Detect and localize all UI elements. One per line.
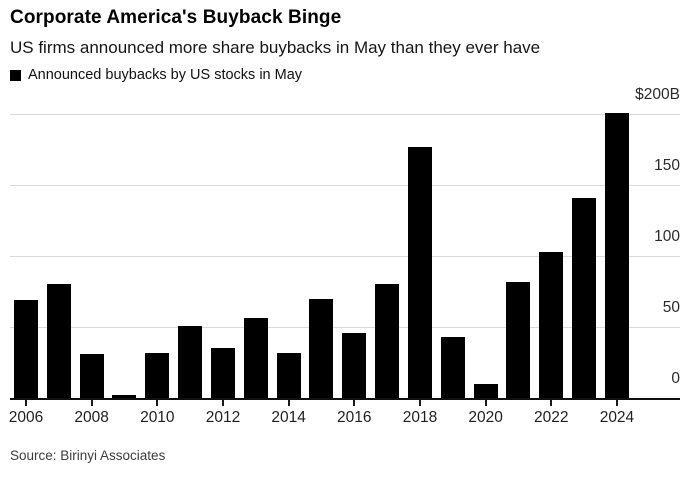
bar-2020 [473,383,498,398]
y-axis-label-50: 50 [662,299,680,316]
bar-2012 [210,348,235,398]
x-axis-label-2020: 2020 [468,409,503,426]
y-axis-label-200: $200B [635,86,680,103]
bar-2019 [440,336,465,398]
bar-2009 [112,395,137,398]
bar-2023 [572,197,597,398]
x-axis-label-2022: 2022 [534,409,569,426]
x-axis-tick-2024 [615,400,618,406]
bar-2008 [79,353,104,398]
y-axis-label-0: 0 [671,370,680,387]
plot-area: 0 50 100 150 $200B 2006 2008 2010 2012 2014 2016 20… [8,85,680,430]
chart-subtitle: US firms announced more share buybacks i… [10,38,541,57]
x-axis-tick-2014 [287,400,290,406]
x-axis-tick-2016 [353,400,356,406]
x-axis-label-2006: 2006 [8,409,44,426]
bar-2024 [604,112,629,398]
y-axis-label-150: 150 [654,157,680,174]
x-axis-line [10,398,680,400]
gridline-200 [10,114,680,115]
bar-2010 [145,352,170,398]
x-axis-label-2024: 2024 [599,409,635,426]
legend-label: Announced buybacks by US stocks in May [28,67,303,83]
legend-swatch-icon [10,69,21,81]
chart-title: Corporate America's Buyback Binge [10,7,342,28]
x-axis-label-2018: 2018 [402,409,438,426]
legend: Announced buybacks by US stocks in May [10,67,302,83]
bar-2014 [276,352,301,398]
bar-2016 [342,332,367,398]
x-axis-label-2010: 2010 [140,409,175,426]
bar-2017 [375,284,400,398]
x-axis-tick-2022 [550,400,553,406]
bar-2007 [46,284,71,398]
x-axis-tick-2008 [90,400,93,406]
gridline-150 [10,185,680,186]
bar-2006 [14,300,38,398]
bar-2018 [407,146,432,398]
gridline-50 [10,327,680,328]
x-axis-tick-2006 [25,400,27,406]
bar-2021 [506,281,531,398]
x-axis-tick-2010 [156,400,159,406]
x-axis-label-2016: 2016 [337,409,372,426]
x-axis-label-2014: 2014 [271,409,306,426]
bar-2013 [243,318,268,398]
bar-2011 [178,325,203,398]
x-axis-label-2012: 2012 [205,409,241,426]
x-axis-tick-2012 [221,400,224,406]
x-axis-tick-2018 [418,400,421,406]
x-axis-tick-2020 [484,400,487,406]
gridline-100 [10,256,680,257]
y-axis-label-100: 100 [654,228,680,245]
bar-2022 [539,251,564,398]
x-axis-label-2008: 2008 [74,409,109,426]
bar-2015 [309,298,334,398]
source-text: Source: Birinyi Associates [10,448,166,463]
